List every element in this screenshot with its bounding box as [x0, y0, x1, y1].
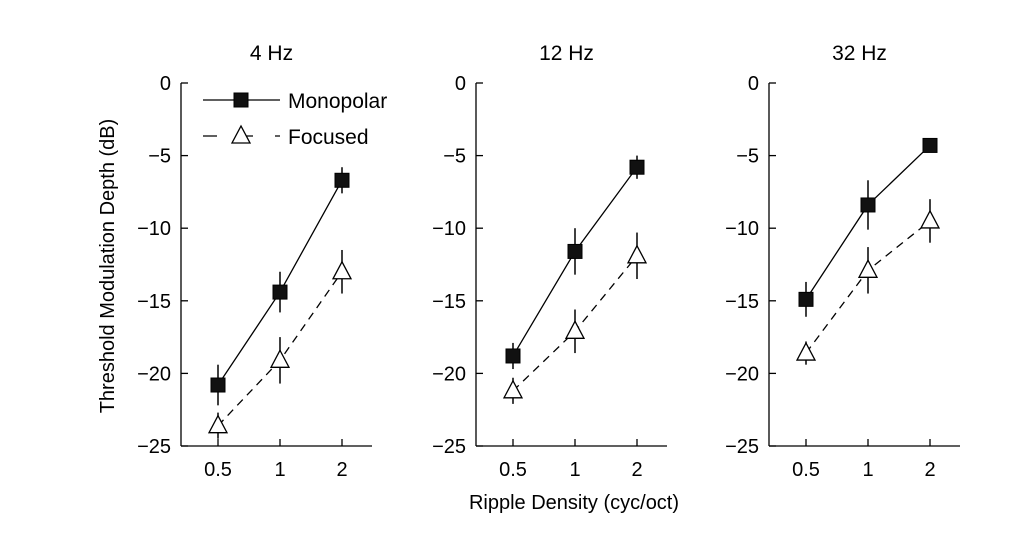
y-tick-label: −20	[432, 363, 466, 385]
focused-marker	[795, 341, 817, 361]
panel-title: 12 Hz	[539, 42, 594, 65]
x-tick-label: 2	[336, 459, 347, 481]
monopolar-marker	[629, 159, 645, 175]
y-axis-label: Threshold Modulation Depth (dB)	[97, 119, 119, 414]
x-tick-label: 0.5	[204, 459, 232, 481]
y-tick-label: −5	[736, 146, 759, 168]
monopolar-marker	[860, 197, 876, 213]
monopolar-marker	[567, 243, 583, 259]
y-tick-label: −10	[725, 218, 759, 240]
y-tick-label: −5	[443, 146, 466, 168]
focused-marker	[626, 244, 648, 264]
panel-2: 32 Hz 0 −5 −10 −15 −20 −25 0.5 1 2	[725, 42, 960, 481]
x-tick-label: 1	[862, 459, 873, 481]
y-tick-label: −10	[137, 218, 171, 240]
legend-marker-triangle	[230, 124, 252, 144]
panel-title: 4 Hz	[250, 42, 293, 65]
y-tick-label: 0	[748, 73, 759, 95]
monopolar-marker	[922, 137, 938, 153]
x-tick-label: 2	[924, 459, 935, 481]
y-tick-label: −15	[725, 291, 759, 313]
panel-0: 4 Hz 0 −5 −10 −15 −20 −25 0.5 1 2	[137, 42, 372, 481]
focused-marker	[331, 260, 353, 280]
monopolar-marker	[505, 348, 521, 364]
focused-marker	[564, 319, 586, 339]
monopolar-marker	[798, 291, 814, 307]
panel-1: 12 Hz 0 −5 −10 −15 −20 −25 0.5 1 2	[432, 42, 667, 481]
y-tick-label: −20	[725, 363, 759, 385]
x-axis-label: Ripple Density (cyc/oct)	[469, 492, 679, 514]
focused-marker	[857, 258, 879, 278]
focused-marker	[269, 348, 291, 368]
focused-marker	[502, 379, 524, 399]
monopolar-marker	[210, 377, 226, 393]
y-tick-label: −5	[148, 146, 171, 168]
y-tick-label: 0	[160, 73, 171, 95]
x-tick-label: 2	[631, 459, 642, 481]
y-tick-label: −15	[432, 291, 466, 313]
y-tick-label: −25	[725, 436, 759, 458]
x-tick-label: 0.5	[792, 459, 820, 481]
y-tick-label: −25	[432, 436, 466, 458]
legend-label: Focused	[288, 126, 369, 149]
y-tick-label: −20	[137, 363, 171, 385]
legend-marker-square	[233, 92, 249, 108]
x-tick-label: 0.5	[499, 459, 527, 481]
y-tick-label: 0	[455, 73, 466, 95]
legend-label: Monopolar	[288, 90, 387, 113]
legend: Monopolar Focused	[203, 90, 387, 149]
chart-panels: 4 Hz 0 −5 −10 −15 −20 −25 0.5 1 2 12 Hz 0 −5 −10 −15 −2…	[137, 42, 960, 481]
y-tick-label: −15	[137, 291, 171, 313]
y-tick-label: −10	[432, 218, 466, 240]
focused-marker	[919, 209, 941, 229]
x-tick-label: 1	[274, 459, 285, 481]
x-tick-label: 1	[569, 459, 580, 481]
monopolar-marker	[272, 284, 288, 300]
monopolar-marker	[334, 172, 350, 188]
focused-marker	[207, 414, 229, 434]
panel-title: 32 Hz	[832, 42, 887, 65]
y-tick-label: −25	[137, 436, 171, 458]
